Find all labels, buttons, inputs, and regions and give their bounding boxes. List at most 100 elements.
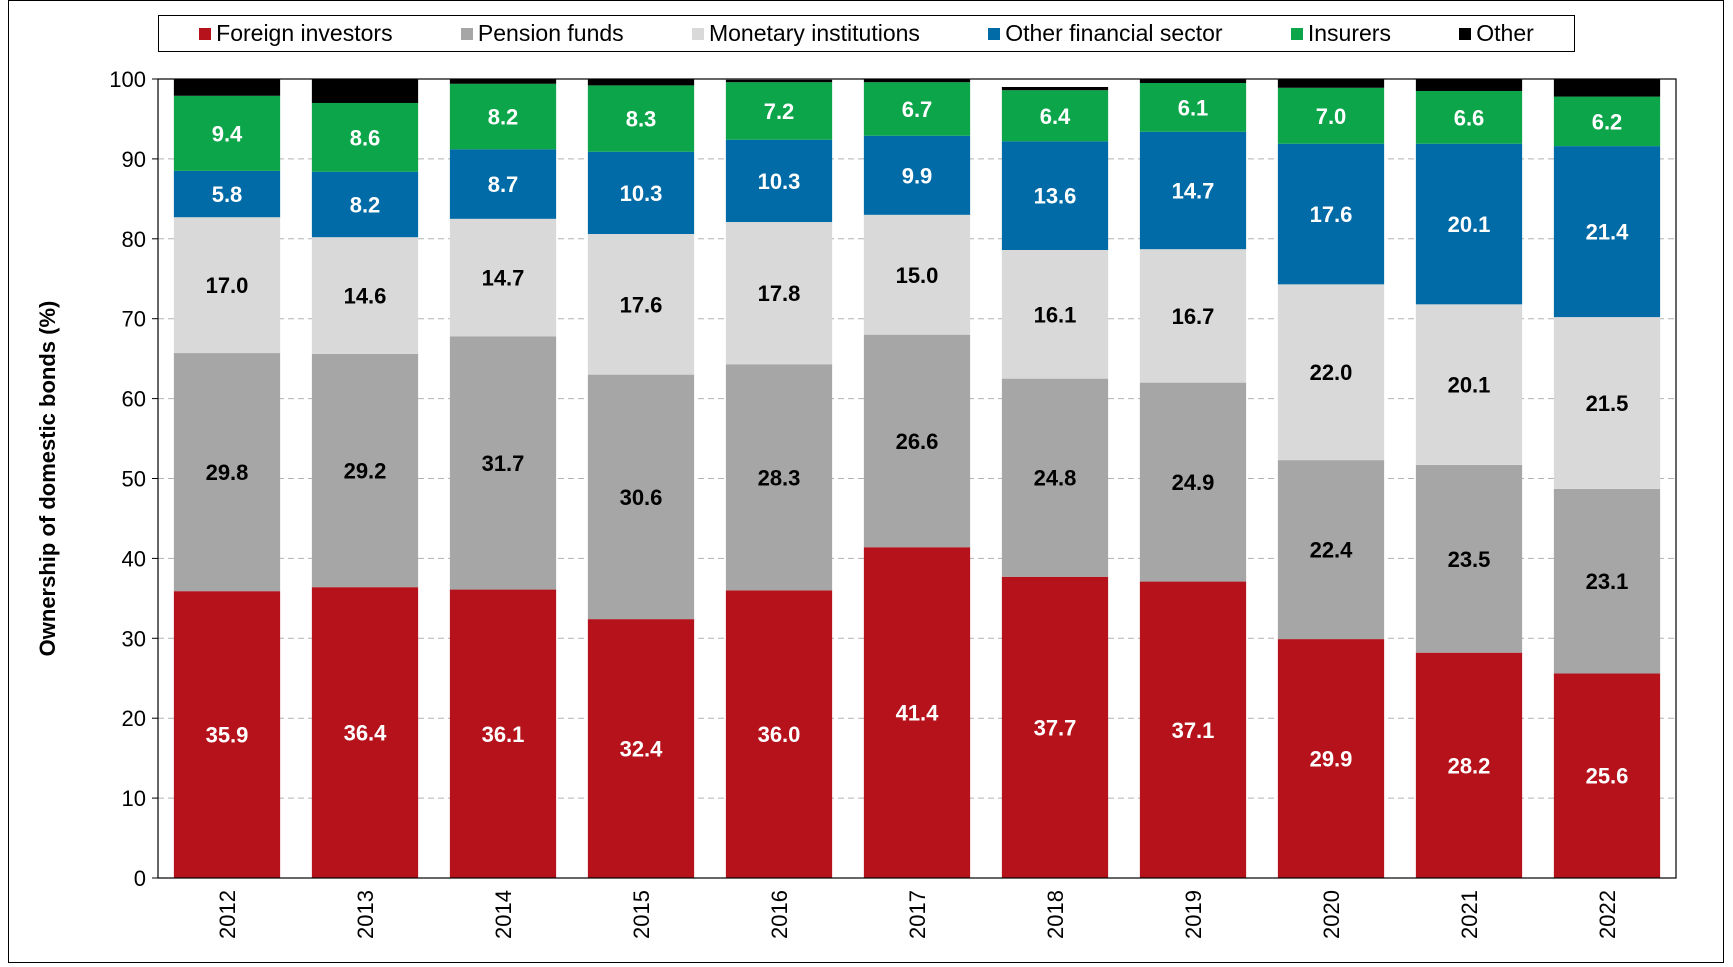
bar-segment: [587, 79, 695, 86]
bar-segment: [863, 79, 971, 83]
bar-segment: [863, 334, 971, 548]
bar-segment: [311, 102, 419, 172]
bar-segment: [587, 234, 695, 375]
legend-swatch: [988, 27, 1001, 40]
data-label: 36.4: [344, 721, 388, 746]
bar-segment: [1415, 90, 1523, 144]
data-label: 16.1: [1034, 302, 1077, 327]
data-label: 14.7: [482, 266, 525, 291]
bar-segment: [725, 139, 833, 223]
bar-segment: [173, 591, 281, 878]
legend-item: Insurers: [1290, 20, 1391, 47]
legend-item: Foreign investors: [199, 20, 393, 47]
bar-segment: [449, 83, 557, 150]
bar-segment: [1001, 141, 1109, 250]
bar-segment: [1277, 284, 1385, 461]
bar-segment: [449, 79, 557, 84]
x-tick-label: 2017: [905, 890, 930, 939]
data-label: 10.3: [620, 181, 663, 206]
data-label: 6.7: [902, 97, 933, 122]
bar-segment: [1277, 79, 1385, 88]
data-label: 8.2: [350, 192, 381, 217]
bar-segment: [173, 170, 281, 218]
x-tick-label: 2013: [353, 890, 378, 939]
y-tick-label: 20: [122, 706, 146, 731]
data-label: 24.8: [1034, 466, 1077, 491]
data-label: 9.4: [212, 121, 243, 146]
data-label: 17.6: [620, 292, 663, 317]
data-label: 22.0: [1310, 360, 1353, 385]
x-tick-label: 2022: [1595, 890, 1620, 939]
bar-segment: [1415, 652, 1523, 878]
data-label: 21.5: [1586, 391, 1629, 416]
y-tick-label: 90: [122, 147, 146, 172]
data-label: 29.9: [1310, 747, 1353, 772]
data-label: 8.2: [488, 105, 519, 130]
y-tick-label: 10: [122, 786, 146, 811]
y-tick-label: 30: [122, 626, 146, 651]
legend: Foreign investors Pension funds Monetary i…: [158, 15, 1575, 52]
bar-segment: [311, 353, 419, 588]
y-tick-label: 100: [109, 67, 146, 92]
legend-swatch: [1459, 27, 1472, 40]
bar-segment: [863, 214, 971, 335]
bar-segment: [1553, 673, 1661, 878]
data-label: 7.2: [764, 99, 795, 124]
y-tick-label: 60: [122, 387, 146, 412]
bar-segment: [863, 135, 971, 215]
data-label: 22.4: [1310, 538, 1354, 563]
bar-segment: [1277, 87, 1385, 144]
data-label: 28.2: [1448, 753, 1491, 778]
bar-segment: [863, 82, 971, 136]
data-label: 5.8: [212, 182, 243, 207]
legend-swatch: [199, 27, 212, 40]
bar-segment: [311, 79, 419, 103]
bar-segment: [725, 590, 833, 878]
bar-segment: [1139, 249, 1247, 383]
bar-segment: [1277, 639, 1385, 878]
data-label: 36.0: [758, 722, 801, 747]
data-label: 15.0: [896, 263, 939, 288]
legend-label: Insurers: [1307, 20, 1391, 46]
data-label: 28.3: [758, 465, 801, 490]
data-label: 9.9: [902, 163, 933, 188]
legend-label: Monetary institutions: [708, 20, 920, 46]
bar-segment: [1415, 304, 1523, 465]
bar-segment: [1139, 79, 1247, 83]
data-label: 30.6: [620, 485, 663, 510]
x-tick-label: 2019: [1181, 890, 1206, 939]
data-label: 17.8: [758, 281, 801, 306]
bar-segment: [1415, 464, 1523, 653]
data-label: 36.1: [482, 722, 525, 747]
bar-segment: [1553, 488, 1661, 674]
data-label: 37.7: [1034, 715, 1077, 740]
bar-segment: [1553, 79, 1661, 97]
legend-item: Pension funds: [460, 20, 624, 47]
data-label: 20.1: [1448, 373, 1491, 398]
bar-segment: [1415, 79, 1523, 91]
bar-segment: [1277, 143, 1385, 285]
bar-segment: [1415, 143, 1523, 305]
bar-segment: [449, 336, 557, 590]
bar-segment: [173, 217, 281, 354]
x-tick-label: 2021: [1457, 890, 1482, 939]
plot-border: [157, 78, 1677, 879]
legend-label: Other: [1476, 20, 1534, 46]
legend-label: Foreign investors: [216, 20, 393, 46]
y-tick-label: 50: [122, 467, 146, 492]
bar-segment: [1001, 576, 1109, 878]
legend-swatch: [460, 27, 473, 40]
bar-segment: [1139, 82, 1247, 132]
legend-label: Pension funds: [477, 20, 624, 46]
bar-segment: [863, 547, 971, 878]
bar-segment: [173, 95, 281, 171]
bar-segment: [1553, 96, 1661, 147]
legend-swatch: [1290, 27, 1303, 40]
bar-segment: [1001, 86, 1109, 91]
bar-segment: [1139, 382, 1247, 582]
bar-segment: [311, 587, 419, 878]
bar-segment: [587, 85, 695, 152]
y-tick-label: 40: [122, 546, 146, 571]
x-tick-label: 2016: [767, 890, 792, 939]
